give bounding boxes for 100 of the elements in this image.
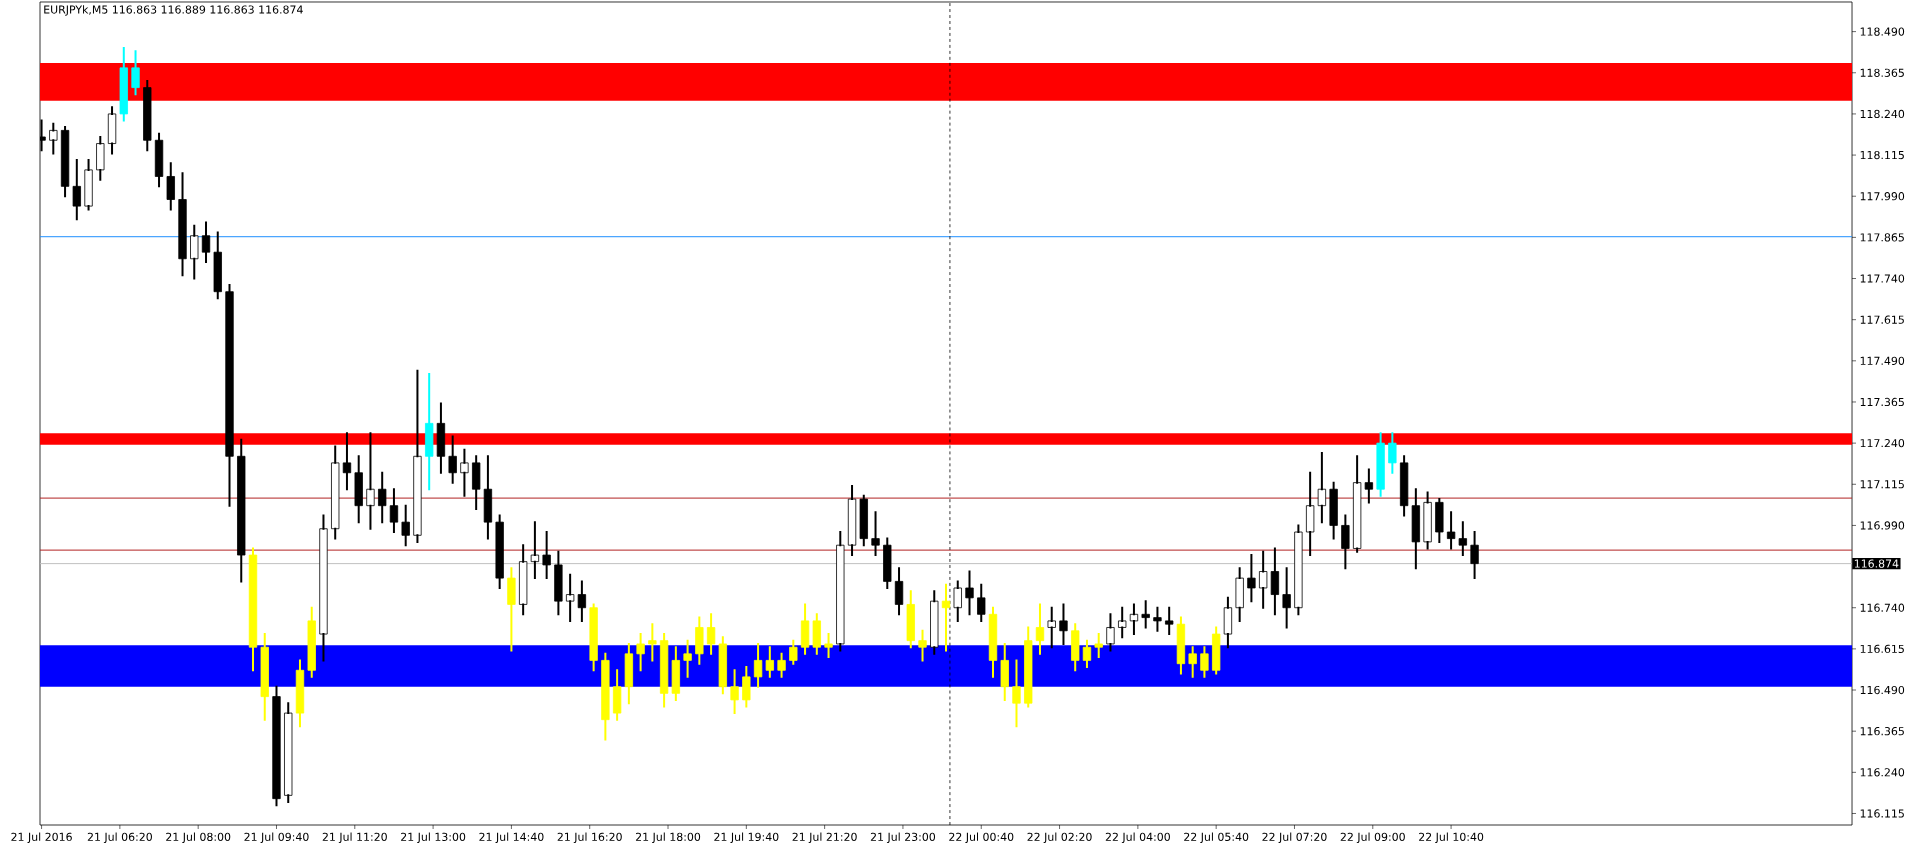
y-tick-label: 116.365 (1860, 727, 1904, 736)
candlestick (366, 432, 375, 530)
candlestick (248, 547, 258, 672)
candlestick (1352, 455, 1362, 553)
candlestick (154, 132, 164, 188)
y-tick-label: 118.240 (1860, 109, 1905, 119)
candlestick (753, 642, 763, 688)
candlestick (836, 531, 845, 652)
candlestick (565, 573, 575, 622)
candlestick (1364, 468, 1374, 504)
y-tick-label: 118.115 (1860, 150, 1904, 160)
candlestick (1071, 623, 1080, 672)
candlestick (284, 702, 293, 803)
ref-line-label: 116.874 (1854, 559, 1899, 568)
candlestick (1317, 452, 1327, 524)
candlestick (1423, 491, 1432, 550)
candlestick (1329, 481, 1338, 540)
candlestick (190, 224, 199, 280)
candlestick (1141, 600, 1150, 629)
candlestick (49, 122, 58, 155)
candlestick (777, 652, 786, 678)
candlestick (930, 590, 939, 655)
candlestick (789, 639, 798, 665)
candlestick (331, 445, 340, 540)
candlestick (1082, 639, 1092, 668)
candlestick (1247, 554, 1256, 603)
candlestick (1223, 596, 1233, 649)
candlestick (659, 633, 669, 708)
x-tick-label: 22 Jul 00:40 (949, 832, 1014, 844)
candlestick (1047, 606, 1056, 649)
candlestick (1458, 521, 1467, 557)
candlestick (1282, 567, 1291, 629)
candlestick (60, 126, 70, 198)
candlestick (871, 511, 880, 557)
x-tick-label: 21 Jul 16:20 (557, 832, 622, 844)
candlestick (577, 580, 587, 622)
candlestick (237, 438, 246, 583)
candlestick (354, 455, 363, 524)
candlestick (1294, 524, 1303, 616)
candlestick (800, 603, 810, 655)
candlestick (1399, 455, 1409, 517)
x-tick-label: 22 Jul 02:20 (1027, 832, 1092, 844)
candlestick (671, 646, 681, 701)
y-tick-label: 117.490 (1860, 356, 1905, 365)
candlestick (1024, 626, 1033, 708)
candlestick (1305, 471, 1315, 557)
candlestick (765, 646, 774, 678)
candlestick (1235, 567, 1244, 622)
candlestick (1094, 633, 1103, 659)
candlestick (1153, 606, 1162, 632)
candlestick (742, 665, 751, 708)
x-tick-label: 22 Jul 09:00 (1340, 832, 1405, 844)
x-tick-label: 21 Jul 2016 (11, 832, 72, 844)
candlestick (530, 521, 540, 580)
x-tick-label: 21 Jul 08:00 (166, 832, 231, 844)
candlestick (166, 162, 175, 211)
candlestick (425, 372, 434, 491)
candlestick (507, 567, 516, 652)
candlestick (1388, 432, 1397, 474)
candlestick (718, 636, 727, 695)
candlestick (96, 135, 105, 181)
x-tick-label: 21 Jul 18:00 (635, 832, 701, 844)
candlestick (448, 435, 457, 484)
candlestick (730, 669, 739, 715)
candlestick (295, 659, 305, 728)
x-tick-label: 21 Jul 13:00 (401, 832, 466, 844)
candlestick (483, 455, 493, 540)
candlestick (518, 544, 528, 616)
candlestick (319, 514, 328, 662)
candlestick (883, 537, 892, 589)
candlestick (906, 590, 915, 649)
candlestick (1188, 646, 1197, 678)
candlestick (1165, 606, 1174, 636)
y-tick-label: 118.365 (1860, 68, 1904, 77)
candlestick (213, 231, 222, 300)
candlestick (178, 172, 187, 277)
candlestick (612, 669, 622, 721)
candlestick (683, 639, 692, 678)
candlestick (1446, 511, 1456, 550)
y-tick-label: 117.115 (1860, 480, 1904, 489)
candlestick (107, 106, 117, 155)
x-tick-label: 21 Jul 14:40 (479, 832, 544, 844)
candlestick (119, 47, 128, 122)
candlestick (72, 159, 81, 221)
candlestick (706, 613, 716, 655)
y-tick-label: 116.240 (1860, 768, 1905, 777)
candlestick (413, 369, 422, 543)
candlestick (1411, 488, 1421, 570)
x-tick-label: 21 Jul 06:20 (87, 832, 152, 844)
candlestick (260, 633, 269, 721)
candlestick (601, 652, 610, 741)
y-tick-label: 117.365 (1860, 397, 1904, 407)
candlestick (307, 606, 316, 678)
y-tick-label: 117.240 (1860, 438, 1905, 448)
candlestick (953, 580, 962, 622)
candlestick (624, 642, 634, 705)
candlestick (965, 570, 974, 616)
candlestick (589, 603, 598, 672)
x-tick-label: 22 Jul 05:40 (1184, 832, 1249, 844)
candlestick (1200, 646, 1209, 678)
